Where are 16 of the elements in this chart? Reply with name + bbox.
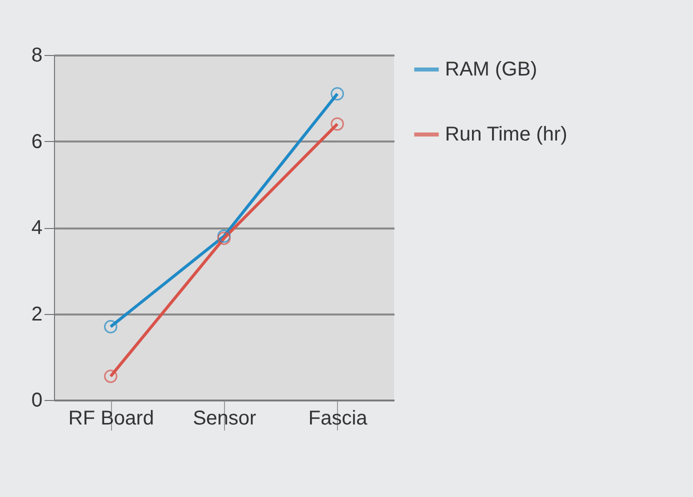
point xyxy=(217,229,231,243)
y-tick-label: 0 xyxy=(31,390,42,412)
x-tick-label: Fascia xyxy=(308,408,368,430)
point xyxy=(330,87,344,100)
point xyxy=(104,320,118,334)
point xyxy=(330,117,344,131)
y-tick-label: 4 xyxy=(31,217,42,239)
legend-label: RAM (GB) xyxy=(445,58,538,80)
legend-label: Run Time (hr) xyxy=(445,124,568,146)
y-tick-label: 6 xyxy=(31,130,42,153)
point xyxy=(217,232,231,245)
x-tick-label: RF Board xyxy=(68,408,154,430)
x-tick-label: Sensor xyxy=(192,408,257,430)
y-tick-label: 8 xyxy=(31,44,42,66)
point xyxy=(104,370,118,383)
y-tick-label: 2 xyxy=(31,303,42,326)
